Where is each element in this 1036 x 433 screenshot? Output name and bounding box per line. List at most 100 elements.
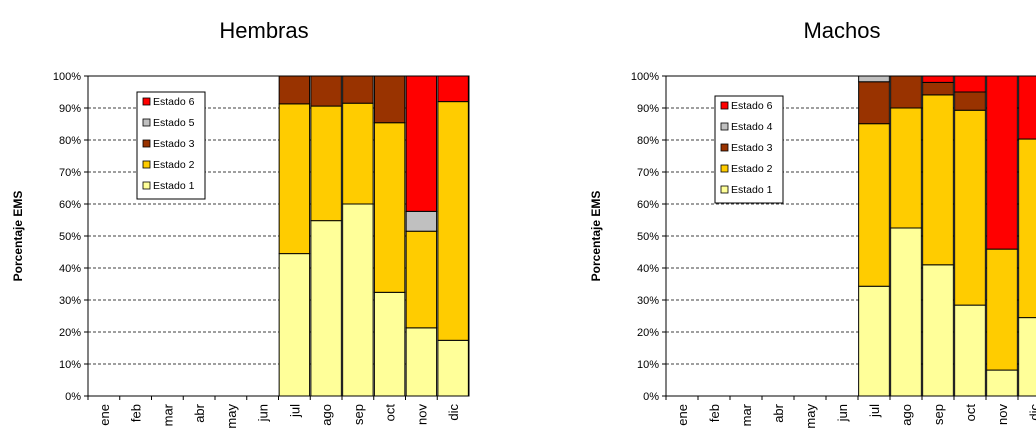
bar-segment bbox=[278, 103, 311, 255]
legend-swatch bbox=[142, 139, 151, 148]
bar-segment bbox=[890, 75, 922, 109]
legend-label: Estado 1 bbox=[153, 180, 195, 192]
bar-segment bbox=[278, 253, 311, 397]
bar-segment bbox=[342, 102, 374, 205]
y-axis-label: Porcentaje EMS bbox=[589, 191, 603, 282]
x-tick-label: dic bbox=[446, 404, 461, 421]
y-tick-label: 50% bbox=[637, 231, 659, 243]
y-tick-label: 80% bbox=[59, 135, 81, 147]
legend-label: Estado 3 bbox=[153, 138, 195, 150]
x-tick-label: oct bbox=[383, 404, 398, 422]
bar-segment bbox=[858, 81, 890, 125]
legend-label: Estado 6 bbox=[153, 96, 195, 108]
legend-label: Estado 2 bbox=[731, 163, 773, 175]
bar-segment bbox=[1018, 138, 1036, 319]
legend-label: Estado 5 bbox=[153, 117, 195, 129]
x-tick-label: jun bbox=[835, 404, 850, 422]
legend-swatch bbox=[720, 101, 729, 110]
y-tick-label: 30% bbox=[59, 295, 81, 307]
bar-segment bbox=[922, 81, 954, 96]
x-tick-label: mar bbox=[739, 403, 754, 426]
chart-title: Hembras bbox=[219, 18, 308, 43]
bar-segment bbox=[986, 75, 1018, 250]
y-tick-label: 0% bbox=[643, 391, 659, 403]
x-tick-label: nov bbox=[995, 404, 1010, 425]
bar-segment bbox=[373, 291, 406, 397]
y-tick-label: 30% bbox=[637, 295, 659, 307]
bar-segment bbox=[437, 101, 469, 341]
y-tick-label: 90% bbox=[637, 103, 659, 115]
bar-segment bbox=[858, 285, 890, 397]
bar-segment bbox=[922, 264, 954, 397]
bar-segment bbox=[858, 123, 890, 287]
y-tick-label: 50% bbox=[59, 231, 81, 243]
x-tick-label: ene bbox=[97, 404, 112, 426]
x-tick-label: mar bbox=[160, 403, 175, 426]
legend-swatch bbox=[720, 143, 729, 152]
x-tick-label: may bbox=[803, 404, 818, 429]
y-tick-label: 10% bbox=[59, 359, 81, 371]
bar-segment bbox=[405, 75, 438, 212]
x-tick-label: ene bbox=[675, 404, 690, 426]
chart-1: Machos Porcentaje EMS 0% 10% 20% 30% 40% 50% 60%… bbox=[589, 18, 1036, 429]
bar-segment bbox=[437, 75, 469, 103]
bar-segment bbox=[922, 75, 954, 83]
legend-swatch bbox=[142, 118, 151, 127]
chart-title: Machos bbox=[803, 18, 880, 43]
bar-segment bbox=[310, 75, 342, 107]
y-tick-label: 0% bbox=[65, 391, 81, 403]
y-axis-label: Porcentaje EMS bbox=[11, 191, 25, 282]
y-tick-label: 60% bbox=[59, 199, 81, 211]
bar-segment bbox=[954, 75, 986, 93]
x-tick-label: jul bbox=[287, 404, 302, 418]
y-tick-label: 70% bbox=[637, 167, 659, 179]
bar-segment bbox=[437, 339, 469, 397]
bar-segment bbox=[954, 91, 986, 111]
bar-segment bbox=[954, 109, 986, 306]
bar-segment bbox=[986, 369, 1018, 397]
bar-segment bbox=[954, 304, 986, 397]
bar-segment bbox=[278, 75, 311, 105]
legend-label: Estado 6 bbox=[731, 100, 773, 112]
y-tick-label: 40% bbox=[59, 263, 81, 275]
legend-label: Estado 4 bbox=[731, 121, 773, 133]
y-tick-label: 100% bbox=[53, 71, 81, 83]
legend-swatch bbox=[720, 122, 729, 131]
x-tick-label: nov bbox=[414, 404, 429, 425]
legend-label: Estado 1 bbox=[731, 184, 773, 196]
bar-segment bbox=[890, 107, 922, 229]
bar-segment bbox=[405, 230, 438, 329]
y-tick-label: 60% bbox=[637, 199, 659, 211]
y-tick-label: 80% bbox=[637, 135, 659, 147]
bar-segment bbox=[342, 75, 374, 104]
bar-segment bbox=[373, 122, 406, 293]
x-tick-label: sep bbox=[931, 404, 946, 425]
bar-segment bbox=[922, 94, 954, 266]
x-tick-label: feb bbox=[707, 404, 722, 422]
y-tick-label: 40% bbox=[637, 263, 659, 275]
x-tick-label: dic bbox=[1027, 404, 1036, 421]
x-tick-label: oct bbox=[963, 404, 978, 422]
bar-segment bbox=[342, 203, 374, 397]
bar-segment bbox=[890, 227, 922, 397]
bar-segment bbox=[986, 248, 1018, 371]
bar-segment bbox=[1018, 317, 1036, 397]
chart-0: Hembras Porcentaje EMS 0% 10% 20% 30% 40% 50% 60… bbox=[11, 18, 470, 429]
bar-segment bbox=[310, 220, 342, 397]
bar-segment bbox=[405, 210, 438, 232]
x-tick-label: sep bbox=[351, 404, 366, 425]
x-tick-label: may bbox=[224, 404, 239, 429]
bar-segment bbox=[373, 75, 406, 124]
bar-segment bbox=[858, 75, 890, 83]
legend-swatch bbox=[720, 185, 729, 194]
x-tick-label: jul bbox=[867, 404, 882, 418]
legend-swatch bbox=[142, 97, 151, 106]
bar-segment bbox=[1018, 75, 1036, 140]
legend-swatch bbox=[720, 164, 729, 173]
bar-segment bbox=[405, 327, 438, 397]
y-tick-label: 20% bbox=[59, 327, 81, 339]
x-tick-label: ago bbox=[899, 404, 914, 426]
x-tick-label: abr bbox=[771, 403, 786, 422]
